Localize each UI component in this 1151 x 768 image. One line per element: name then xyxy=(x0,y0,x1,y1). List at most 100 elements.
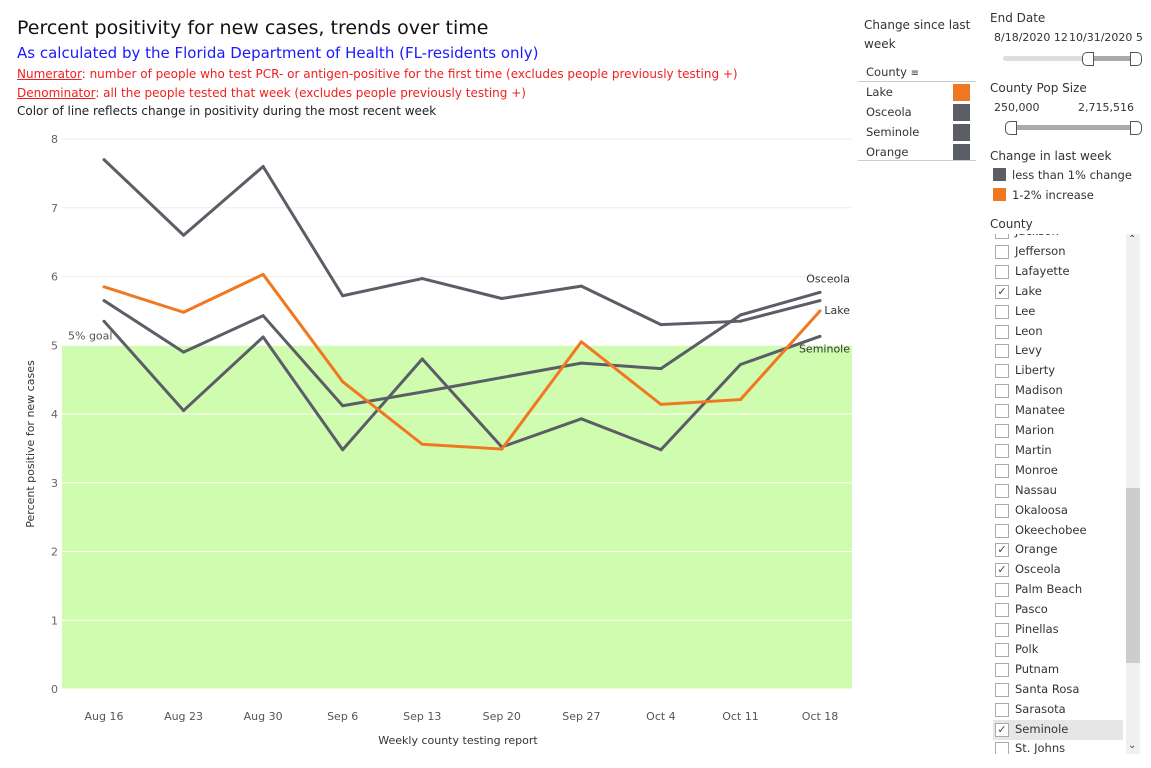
data-point[interactable] xyxy=(659,323,663,327)
checkbox[interactable] xyxy=(995,384,1009,399)
series-line-osceola[interactable] xyxy=(103,290,821,408)
data-point[interactable] xyxy=(500,297,504,300)
change-table-row[interactable]: Lake xyxy=(862,83,972,103)
county-filter-item[interactable]: Putnam xyxy=(993,660,1123,680)
county-filter-item[interactable]: ✓ Seminole xyxy=(993,719,1123,740)
data-point[interactable] xyxy=(341,380,345,384)
data-point[interactable] xyxy=(102,158,106,162)
data-point[interactable] xyxy=(261,165,265,168)
data-point[interactable] xyxy=(818,290,822,294)
end-date-start-handle[interactable] xyxy=(1082,52,1094,66)
checked-checkbox[interactable]: ✓ xyxy=(995,722,1009,737)
county-filter-item[interactable]: Jefferson xyxy=(993,242,1123,262)
county-filter-item[interactable]: Sarasota xyxy=(993,700,1123,720)
data-point[interactable] xyxy=(738,363,742,366)
county-filter-item[interactable]: Polk xyxy=(993,640,1123,660)
county-filter-item[interactable]: Nassau xyxy=(993,481,1123,501)
data-point[interactable] xyxy=(659,402,663,406)
data-point[interactable] xyxy=(500,447,504,451)
data-point[interactable] xyxy=(420,357,424,361)
data-point[interactable] xyxy=(182,409,186,413)
data-point[interactable] xyxy=(420,277,424,281)
county-filter-item[interactable]: Madison xyxy=(993,381,1123,401)
data-point[interactable] xyxy=(579,417,583,421)
data-point[interactable] xyxy=(420,390,424,394)
county-filter-item[interactable]: Jackson xyxy=(993,234,1123,242)
data-point[interactable] xyxy=(341,294,345,298)
pop-size-slider-track[interactable] xyxy=(1008,125,1135,130)
county-filter-item[interactable]: Santa Rosa xyxy=(993,680,1123,700)
county-filter-item[interactable]: Okeechobee xyxy=(993,521,1123,541)
checked-checkbox[interactable]: ✓ xyxy=(995,543,1009,558)
data-point[interactable] xyxy=(738,398,742,402)
data-point[interactable] xyxy=(500,376,504,380)
data-point[interactable] xyxy=(420,442,424,446)
county-filter-item[interactable]: Martin xyxy=(993,441,1123,461)
data-point[interactable] xyxy=(102,319,106,323)
data-point[interactable] xyxy=(261,314,265,318)
sort-icon[interactable]: ≡ xyxy=(910,68,920,79)
checkbox[interactable] xyxy=(995,344,1009,359)
county-filter-item[interactable]: ✓ Osceola xyxy=(993,560,1123,580)
data-point[interactable] xyxy=(182,310,186,314)
scroll-up-icon[interactable]: ⌃ xyxy=(1128,234,1137,245)
scrollbar-thumb[interactable] xyxy=(1126,488,1140,663)
data-point[interactable] xyxy=(182,233,186,237)
data-point[interactable] xyxy=(102,285,106,289)
change-table-row[interactable]: Osceola xyxy=(862,103,972,123)
data-point[interactable] xyxy=(818,334,822,338)
county-filter-item[interactable]: Marion xyxy=(993,421,1123,441)
data-point[interactable] xyxy=(579,361,583,365)
county-filter-list[interactable]: Jackson Jefferson Lafayette ✓ Lake Lee Leon Lev… xyxy=(990,234,1126,754)
data-point[interactable] xyxy=(261,272,265,276)
county-filter-item[interactable]: Palm Beach xyxy=(993,580,1123,600)
county-filter-item[interactable]: Monroe xyxy=(993,461,1123,481)
series-line-orange[interactable] xyxy=(102,158,821,327)
county-filter-item[interactable]: Levy xyxy=(993,341,1123,361)
county-filter-item[interactable]: Pasco xyxy=(993,600,1123,620)
series-line-lake[interactable] xyxy=(103,272,822,451)
change-table-row[interactable]: Seminole xyxy=(862,123,972,143)
checkbox[interactable] xyxy=(995,483,1009,498)
checkbox[interactable] xyxy=(995,682,1009,697)
data-point[interactable] xyxy=(579,284,583,288)
county-filter-item[interactable]: Lee xyxy=(993,302,1123,322)
county-filter-item[interactable]: ✓ Lake xyxy=(993,282,1123,302)
checkbox[interactable] xyxy=(995,603,1009,618)
checkbox[interactable] xyxy=(995,742,1009,754)
data-point[interactable] xyxy=(818,299,822,303)
county-filter-item[interactable]: Manatee xyxy=(993,401,1123,421)
data-point[interactable] xyxy=(738,319,742,323)
checkbox[interactable] xyxy=(995,662,1009,677)
data-point[interactable] xyxy=(659,367,663,371)
checkbox[interactable] xyxy=(995,364,1009,379)
end-date-end-handle[interactable] xyxy=(1130,52,1142,66)
county-filter-item[interactable]: Liberty xyxy=(993,361,1123,381)
checkbox[interactable] xyxy=(995,523,1009,538)
checkbox[interactable] xyxy=(995,623,1009,637)
checkbox[interactable] xyxy=(995,264,1009,279)
data-point[interactable] xyxy=(341,404,345,408)
change-table-row[interactable]: Orange xyxy=(862,143,972,163)
data-point[interactable] xyxy=(261,335,265,339)
data-point[interactable] xyxy=(182,350,186,354)
checkbox[interactable] xyxy=(995,642,1009,657)
checkbox[interactable] xyxy=(995,324,1009,339)
legend-item[interactable]: less than 1% change xyxy=(993,168,1132,182)
checked-checkbox[interactable]: ✓ xyxy=(995,284,1009,299)
checkbox[interactable] xyxy=(995,463,1009,478)
county-filter-item[interactable]: Okaloosa xyxy=(993,501,1123,521)
county-filter-item[interactable]: ✓ Orange xyxy=(993,540,1123,560)
pop-size-start-handle[interactable] xyxy=(1005,121,1017,135)
data-point[interactable] xyxy=(579,340,583,344)
data-point[interactable] xyxy=(738,313,742,317)
checkbox[interactable] xyxy=(995,443,1009,458)
scroll-down-icon[interactable]: ⌄ xyxy=(1128,740,1137,751)
county-filter-item[interactable]: Lafayette xyxy=(993,262,1123,282)
checkbox[interactable] xyxy=(995,234,1009,239)
data-point[interactable] xyxy=(102,299,106,303)
checked-checkbox[interactable]: ✓ xyxy=(995,563,1009,578)
checkbox[interactable] xyxy=(995,244,1009,259)
data-point[interactable] xyxy=(341,448,345,452)
series-line-seminole[interactable] xyxy=(102,320,821,452)
